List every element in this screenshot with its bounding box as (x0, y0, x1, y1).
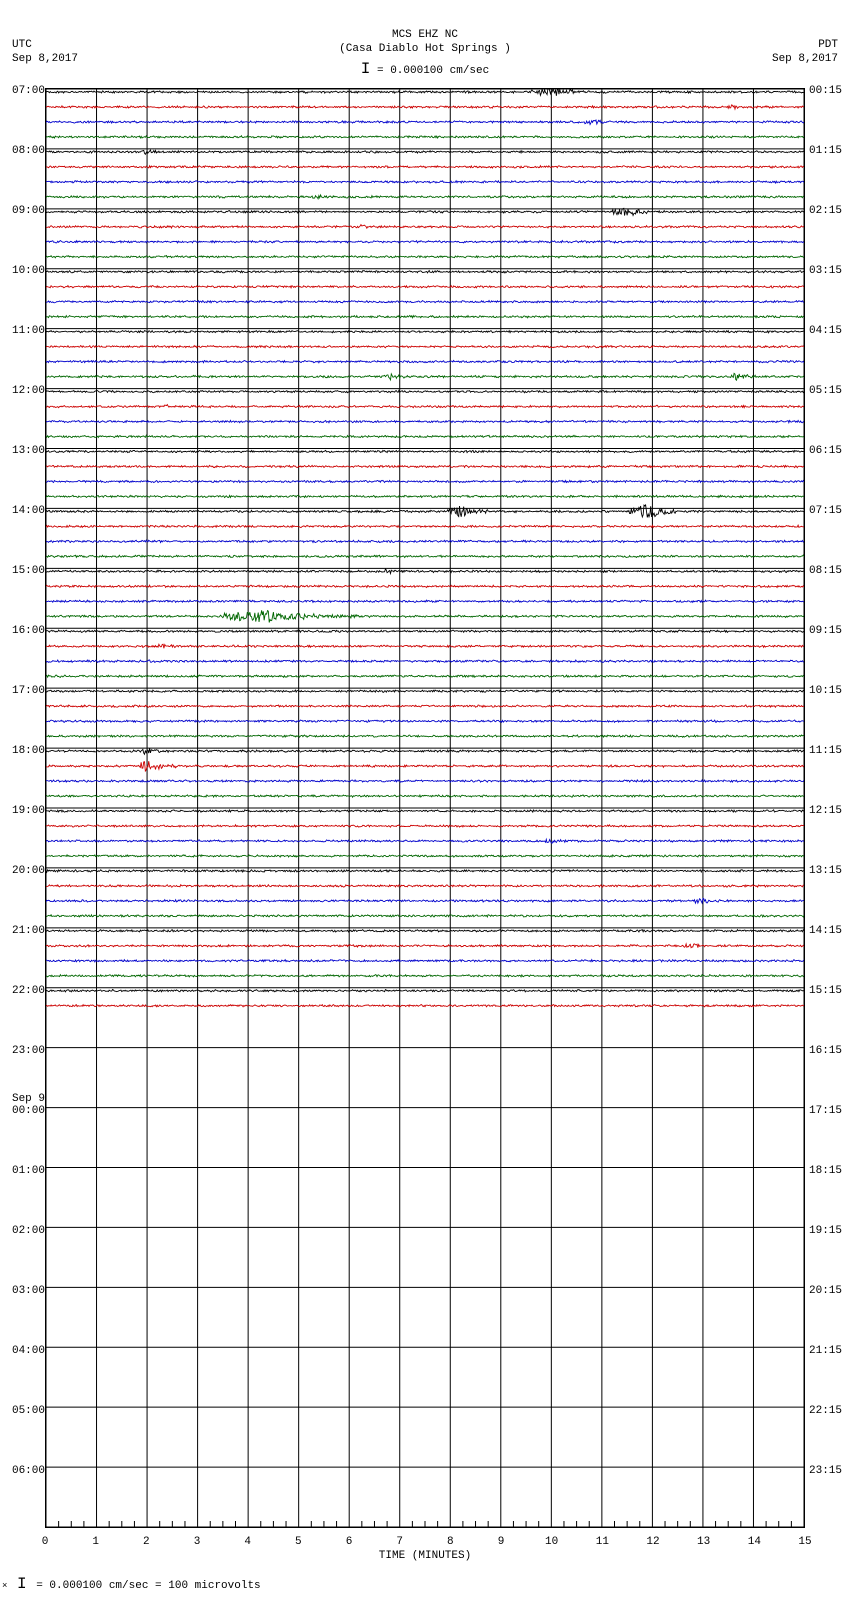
right-label: 07:15 (809, 505, 850, 517)
right-label: 21:15 (809, 1345, 850, 1357)
right-label: 04:15 (809, 325, 850, 337)
right-label: 01:15 (809, 145, 850, 157)
x-tick: 14 (748, 1536, 761, 1548)
left-label: 05:00 (0, 1405, 45, 1417)
left-label: Sep 900:00 (0, 1099, 45, 1123)
title-line1: MCS EHZ NC (0, 28, 850, 42)
right-label: 08:15 (809, 565, 850, 577)
seismogram-svg (46, 89, 804, 1527)
left-label: 09:00 (0, 205, 45, 217)
right-date: Sep 8,2017 (772, 52, 838, 66)
right-label: 11:15 (809, 745, 850, 757)
right-label: 20:15 (809, 1285, 850, 1297)
right-label: 18:15 (809, 1165, 850, 1177)
left-label: 02:00 (0, 1225, 45, 1237)
right-label: 10:15 (809, 685, 850, 697)
x-tick: 12 (646, 1536, 659, 1548)
left-label: 12:00 (0, 385, 45, 397)
title-line2: (Casa Diablo Hot Springs ) (0, 42, 850, 56)
left-label: 22:00 (0, 985, 45, 997)
right-hour-labels: 00:15 01:15 02:15 03:15 04:15 05:15 06:15 07:15… (805, 88, 850, 1528)
left-label: 16:00 (0, 625, 45, 637)
right-label: 12:15 (809, 805, 850, 817)
right-label: 05:15 (809, 385, 850, 397)
left-label: 14:00 (0, 505, 45, 517)
x-axis: TIME (MINUTES) 0123456789101112131415 (45, 1530, 805, 1565)
header-right: PDT Sep 8,2017 (772, 38, 838, 67)
x-axis-title: TIME (MINUTES) (45, 1550, 805, 1562)
left-label: 15:00 (0, 565, 45, 577)
x-tick: 10 (545, 1536, 558, 1548)
left-label: 18:00 (0, 745, 45, 757)
x-tick: 15 (798, 1536, 811, 1548)
x-tick: 6 (346, 1536, 353, 1548)
footer-text: = 0.000100 cm/sec = 100 microvolts (36, 1580, 260, 1592)
x-tick: 4 (244, 1536, 251, 1548)
x-tick: 7 (396, 1536, 403, 1548)
x-tick: 13 (697, 1536, 710, 1548)
plot-area (45, 88, 805, 1528)
right-label: 02:15 (809, 205, 850, 217)
utc-label: UTC (12, 38, 78, 52)
scale-legend: I = 0.000100 cm/sec (0, 59, 850, 80)
left-label: 03:00 (0, 1285, 45, 1297)
right-label: 19:15 (809, 1225, 850, 1237)
x-tick: 8 (447, 1536, 454, 1548)
left-label: 04:00 (0, 1345, 45, 1357)
right-label: 23:15 (809, 1465, 850, 1477)
left-label: 17:00 (0, 685, 45, 697)
right-label: 06:15 (809, 445, 850, 457)
right-label: 16:15 (809, 1045, 850, 1057)
left-label: 07:00 (0, 85, 45, 97)
x-tick: 0 (42, 1536, 49, 1548)
right-label: 14:15 (809, 925, 850, 937)
scale-text: = 0.000100 cm/sec (377, 65, 489, 77)
left-label: 21:00 (0, 925, 45, 937)
x-tick: 11 (596, 1536, 609, 1548)
right-label: 03:15 (809, 265, 850, 277)
left-label: 11:00 (0, 325, 45, 337)
right-label: 09:15 (809, 625, 850, 637)
left-label: 08:00 (0, 145, 45, 157)
x-tick: 2 (143, 1536, 150, 1548)
left-label: 20:00 (0, 865, 45, 877)
left-date: Sep 8,2017 (12, 52, 78, 66)
x-tick: 5 (295, 1536, 302, 1548)
header-left: UTC Sep 8,2017 (12, 38, 78, 67)
left-label: 06:00 (0, 1465, 45, 1477)
left-label: 13:00 (0, 445, 45, 457)
x-tick: 1 (92, 1536, 99, 1548)
right-label: 17:15 (809, 1105, 850, 1117)
left-label: 10:00 (0, 265, 45, 277)
right-label: 22:15 (809, 1405, 850, 1417)
x-tick: 3 (194, 1536, 201, 1548)
left-label: 19:00 (0, 805, 45, 817)
right-label: 15:15 (809, 985, 850, 997)
header: MCS EHZ NC (Casa Diablo Hot Springs ) I … (0, 0, 850, 79)
seismogram-container: MCS EHZ NC (Casa Diablo Hot Springs ) I … (0, 0, 850, 1613)
left-label: 01:00 (0, 1165, 45, 1177)
x-tick: 9 (498, 1536, 505, 1548)
right-label: 13:15 (809, 865, 850, 877)
left-label: 23:00 (0, 1045, 45, 1057)
pdt-label: PDT (772, 38, 838, 52)
right-label: 00:15 (809, 85, 850, 97)
footer-scale: × I = 0.000100 cm/sec = 100 microvolts (2, 1575, 261, 1593)
left-hour-labels: 07:00 08:00 09:00 10:00 11:00 12:00 13:00 14:00… (0, 88, 45, 1528)
